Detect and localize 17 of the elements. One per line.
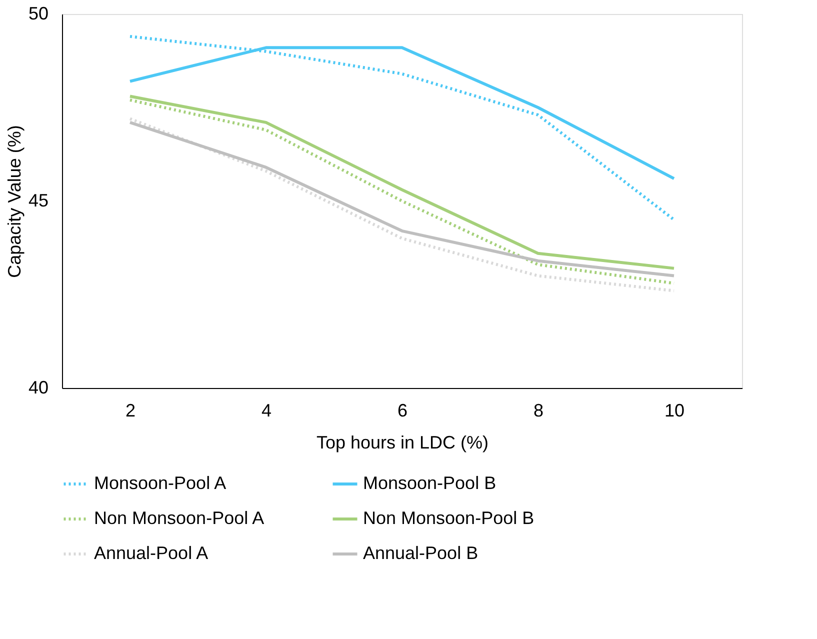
legend-label: Monsoon-Pool A (94, 473, 226, 493)
x-tick-label: 6 (397, 400, 408, 420)
x-tick-label: 4 (261, 400, 272, 420)
legend-label: Non Monsoon-Pool B (363, 508, 534, 528)
y-tick-label: 50 (28, 4, 48, 24)
y-tick-label: 45 (28, 190, 48, 210)
legend-label: Monsoon-Pool B (363, 473, 496, 493)
y-axis-title: Capacity Value (%) (4, 125, 24, 278)
legend-label: Annual-Pool B (363, 543, 478, 563)
x-axis-title: Top hours in LDC (%) (316, 432, 489, 452)
x-tick-label: 10 (664, 400, 685, 420)
y-tick-label: 40 (28, 378, 48, 398)
x-tick-label: 8 (533, 400, 544, 420)
x-tick-label: 2 (125, 400, 136, 420)
legend-label: Annual-Pool A (94, 543, 208, 563)
line-series (128, 34, 676, 222)
legend-label: Non Monsoon-Pool A (94, 508, 264, 528)
